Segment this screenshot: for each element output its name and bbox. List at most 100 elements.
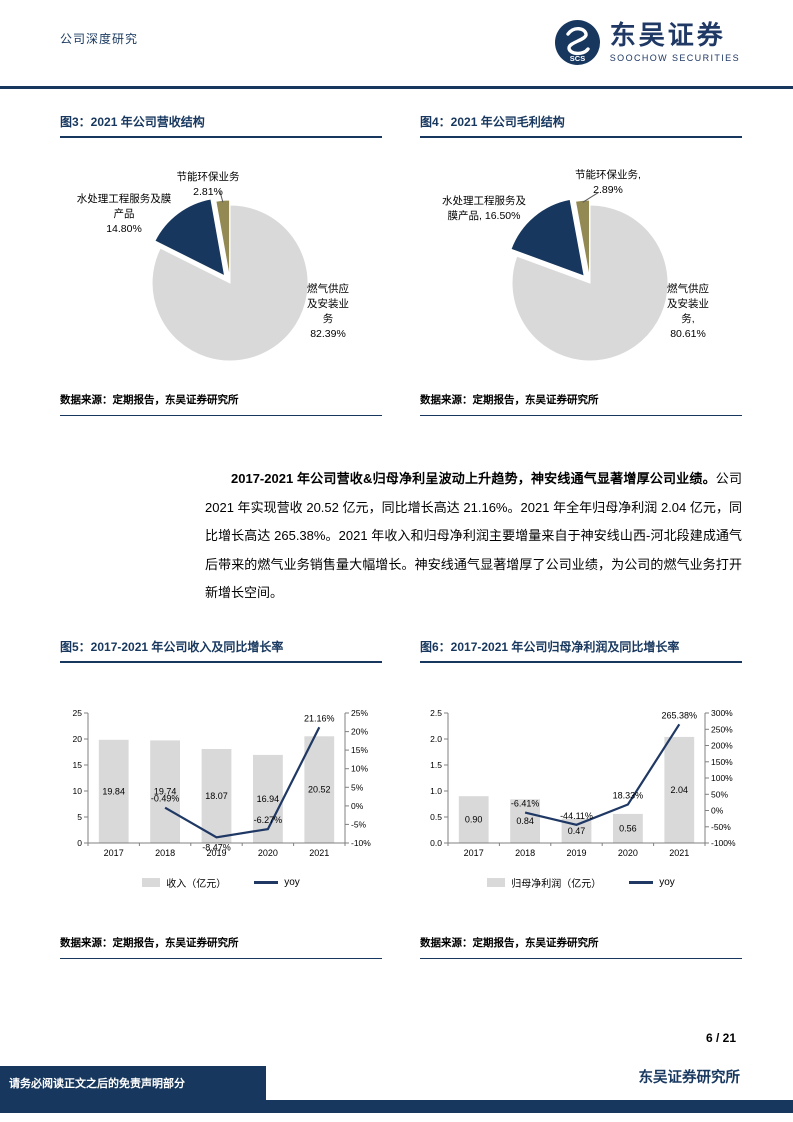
pie-label-gas-supply: 燃气供应 及安装业 务 82.39% <box>307 283 349 340</box>
svg-text:21.16%: 21.16% <box>304 713 335 723</box>
figure4-source: 数据来源：定期报告，东吴证券研究所 <box>420 392 742 416</box>
svg-text:-5%: -5% <box>351 819 367 829</box>
svg-text:100%: 100% <box>711 773 733 783</box>
svg-text:20.52: 20.52 <box>308 785 331 795</box>
pie-chart-gross-profit-structure: 节能环保业务, 2.89% 水处理工程服务及 膜产品, 16.50% 燃气供应 … <box>420 146 742 392</box>
svg-text:10%: 10% <box>351 764 368 774</box>
legend-item-yoy: yoy <box>254 877 300 888</box>
svg-text:2019: 2019 <box>566 848 586 858</box>
svg-text:150%: 150% <box>711 757 733 767</box>
line-legend-swatch <box>254 881 279 884</box>
svg-text:10: 10 <box>73 786 83 796</box>
svg-text:25%: 25% <box>351 708 368 718</box>
svg-text:0.0: 0.0 <box>430 838 442 848</box>
legend-item-revenue: 收入（亿元） <box>142 875 226 890</box>
revenue-growth-chart: 0 5 10 15 20 25 -10% -5% 0% 5% 10% 15% 20% 25% 2017 201… <box>60 698 382 890</box>
pie-label-water-treatment: 水处理工程服务及 膜产品, 16.50% <box>442 195 526 222</box>
pie-label-gas-supply: 燃气供应 及安装业 务, 80.61% <box>667 283 709 340</box>
pie-label-energy-saving: 节能环保业务 2.81% <box>176 171 240 198</box>
svg-text:18.33%: 18.33% <box>613 791 644 801</box>
svg-text:2018: 2018 <box>515 848 535 858</box>
svg-text:19.84: 19.84 <box>102 786 125 796</box>
legend-label-revenue: 收入（亿元） <box>166 879 227 890</box>
svg-text:200%: 200% <box>711 741 733 751</box>
svg-text:2018: 2018 <box>155 848 175 858</box>
svg-text:19.74: 19.74 <box>154 787 177 797</box>
gross-profit-pie-svg <box>420 146 742 397</box>
svg-text:-10%: -10% <box>351 838 371 848</box>
net-profit-combo-svg: 0.0 0.5 1.0 1.5 2.0 2.5 -100% -50% 0% 50% 100% 150%… <box>420 698 742 871</box>
paragraph-lead-sentence: 2017-2021 年公司营收&归母净利呈波动上升趋势，神安线通气显著增厚公司业… <box>231 471 716 486</box>
svg-text:0: 0 <box>77 838 82 848</box>
svg-text:265.38%: 265.38% <box>662 710 698 720</box>
svg-text:-44.11%: -44.11% <box>560 811 593 821</box>
legend-item-net-profit: 归母净利润（亿元） <box>487 875 601 890</box>
svg-text:0.84: 0.84 <box>516 816 534 826</box>
figure6-source: 数据来源：定期报告，东吴证券研究所 <box>420 935 742 959</box>
svg-text:5%: 5% <box>351 782 364 792</box>
svg-text:1.0: 1.0 <box>430 786 442 796</box>
legend-item-yoy: yoy <box>629 877 675 888</box>
svg-text:250%: 250% <box>711 724 733 734</box>
line-legend-swatch <box>629 881 654 884</box>
bar-legend-swatch <box>142 878 161 887</box>
svg-text:18.07: 18.07 <box>205 791 228 801</box>
pie-chart-revenue-structure: 节能环保业务 2.81% 水处理工程服务及膜 产品 14.80% 燃气供应 及安… <box>60 146 382 392</box>
legend-label-net-profit: 归母净利润（亿元） <box>511 879 602 890</box>
svg-text:2020: 2020 <box>618 848 638 858</box>
body-paragraph: 2017-2021 年公司营收&归母净利呈波动上升趋势，神安线通气显著增厚公司业… <box>205 465 742 608</box>
legend-label-yoy: yoy <box>659 877 675 888</box>
figure5-source: 数据来源：定期报告，东吴证券研究所 <box>60 935 382 959</box>
svg-text:2020: 2020 <box>258 848 278 858</box>
svg-text:20%: 20% <box>351 727 368 737</box>
logo-scs-text: SCS <box>570 54 585 63</box>
pie-label-energy-saving: 节能环保业务, 2.89% <box>575 169 641 196</box>
svg-text:2.04: 2.04 <box>671 785 689 795</box>
svg-text:0.90: 0.90 <box>465 815 483 825</box>
svg-text:2.0: 2.0 <box>430 734 442 744</box>
svg-text:-6.41%: -6.41% <box>511 799 540 809</box>
brand-logo: SCS 东吴证券 SOOCHOW SECURITIES <box>554 19 740 66</box>
svg-text:25: 25 <box>73 708 83 718</box>
brand-text: 东吴证券 SOOCHOW SECURITIES <box>609 22 740 63</box>
revenue-pie-svg <box>60 146 382 397</box>
disclaimer-text: 请务必阅读正文之后的免责声明部分 <box>9 1078 185 1090</box>
svg-text:16.94: 16.94 <box>257 794 280 804</box>
figure5-title: 图5：2017-2021 年公司收入及同比增长率 <box>60 638 382 663</box>
net-profit-growth-chart: 0.0 0.5 1.0 1.5 2.0 2.5 -100% -50% 0% 50% 100% 150%… <box>420 698 742 890</box>
figure3-title: 图3：2021 年公司营收结构 <box>60 113 382 138</box>
legend-label-yoy: yoy <box>284 877 300 888</box>
svg-text:-0.49%: -0.49% <box>151 794 180 804</box>
svg-text:15%: 15% <box>351 745 368 755</box>
paragraph-body-text: 公司 2021 年实现营收 20.52 亿元，同比增长高达 21.16%。202… <box>205 471 742 601</box>
figure4-title: 图4：2021 年公司毛利结构 <box>420 113 742 138</box>
soochow-logo-icon: SCS <box>554 20 600 65</box>
svg-text:2.5: 2.5 <box>430 708 442 718</box>
svg-text:-8.47%: -8.47% <box>202 842 231 852</box>
disclaimer-banner: 请务必阅读正文之后的免责声明部分 <box>0 1066 266 1100</box>
brand-name-en: SOOCHOW SECURITIES <box>609 52 740 63</box>
header-divider <box>0 86 793 89</box>
svg-text:-50%: -50% <box>711 822 731 832</box>
figure6-title: 图6：2017-2021 年公司归母净利润及同比增长率 <box>420 638 742 663</box>
research-institute-label: 东吴证券研究所 <box>638 1070 741 1086</box>
bar-legend-swatch <box>487 878 506 887</box>
svg-text:-100%: -100% <box>711 838 736 848</box>
page-number: 6 / 21 <box>705 1031 736 1045</box>
svg-text:2017: 2017 <box>464 848 484 858</box>
revenue-combo-svg: 0 5 10 15 20 25 -10% -5% 0% 5% 10% 15% 20% 25% 2017 201… <box>60 698 382 871</box>
svg-text:50%: 50% <box>711 789 728 799</box>
svg-text:0.56: 0.56 <box>619 823 637 833</box>
svg-text:1.5: 1.5 <box>430 760 442 770</box>
figure6-legend: 归母净利润（亿元） yoy <box>420 875 742 890</box>
svg-text:2021: 2021 <box>669 848 689 858</box>
svg-text:0%: 0% <box>711 806 724 816</box>
svg-text:0.47: 0.47 <box>568 826 586 836</box>
svg-text:0%: 0% <box>351 801 364 811</box>
svg-text:2021: 2021 <box>309 848 329 858</box>
figure3-source: 数据来源：定期报告，东吴证券研究所 <box>60 392 382 416</box>
figure5-legend: 收入（亿元） yoy <box>60 875 382 890</box>
svg-text:15: 15 <box>73 760 83 770</box>
svg-text:2017: 2017 <box>104 848 124 858</box>
svg-text:5: 5 <box>77 812 82 822</box>
